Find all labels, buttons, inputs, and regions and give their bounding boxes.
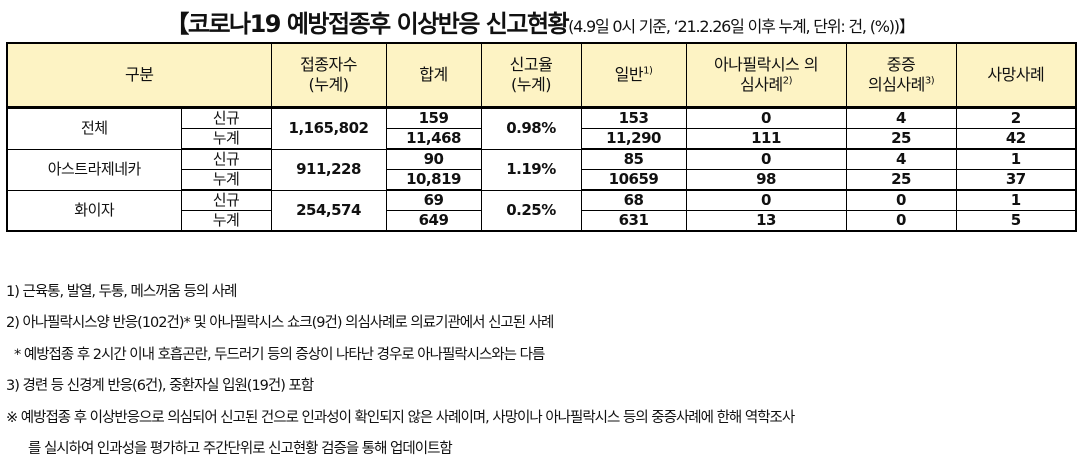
- footnote-marker: 1): [643, 65, 653, 77]
- anaphylaxis-count: 13: [685, 210, 847, 232]
- death-count: 1: [955, 189, 1077, 211]
- total-count: 69: [385, 189, 482, 211]
- anaphylaxis-count: 0: [685, 148, 847, 170]
- row-type-label: 누계: [180, 128, 272, 150]
- report-rate: 0.98%: [480, 107, 582, 150]
- total-count: 11,468: [385, 128, 482, 150]
- header-line: 일반: [614, 65, 644, 84]
- general-count: 85: [580, 148, 687, 170]
- header-line: 접종자수: [300, 55, 357, 74]
- row-type-label: 신규: [180, 189, 272, 211]
- note-3: 3) 경련 등 신경계 반응(6건), 중환자실 입원(19건) 포함: [6, 378, 314, 395]
- general-count: 10659: [580, 169, 687, 191]
- title-sub: (4.9일 0시 기준, ‘21.2.26일 이후 누계, 단위: 건, (%)…: [568, 17, 915, 36]
- row-type-label: 누계: [180, 210, 272, 232]
- general-count: 631: [580, 210, 687, 232]
- general-count: 68: [580, 189, 687, 211]
- vaccinated-count: 1,165,802: [270, 107, 387, 150]
- header-general: 일반1): [580, 42, 687, 109]
- footnote-marker: 2): [782, 75, 793, 87]
- table-row: 누계 649 631 13 0 5: [7, 210, 1077, 232]
- total-count: 159: [385, 107, 482, 129]
- group-name: 전체: [6, 107, 182, 150]
- table-row: 화이자 신규 254,574 69 0.25% 68 0 0 1: [6, 189, 1077, 232]
- note-1: 1) 근육통, 발열, 두통, 메스꺼움 등의 사례: [6, 284, 237, 300]
- header-line: 아나필락시스 의: [713, 55, 819, 74]
- header-line: 중증: [886, 55, 916, 74]
- header-vaccinated: 접종자수 (누계): [270, 42, 387, 109]
- group-name: 화이자: [6, 189, 182, 232]
- total-count: 649: [385, 210, 482, 232]
- severe-count: 0: [845, 189, 957, 211]
- general-count: 153: [580, 107, 687, 129]
- footnote-marker: 3): [924, 75, 935, 87]
- page-title: 【코로나19 예방접종후 이상반응 신고현황(4.9일 0시 기준, ‘21.2…: [0, 4, 1079, 39]
- table-row: 아스트라제네카 신규 911,228 90 1.19% 85 0 4 1: [6, 148, 1077, 191]
- total-count: 90: [385, 148, 482, 170]
- severe-count: 4: [845, 148, 957, 170]
- header-line: 의심사례: [867, 75, 925, 94]
- severe-count: 25: [845, 128, 957, 150]
- table-row: 누계 11,468 11,290 111 25 42: [7, 128, 1077, 150]
- header-row: 구분 접종자수 (누계) 합계 신고율 (누계) 일반1) 아나필락시스 의 심사례2…: [6, 42, 1077, 109]
- death-count: 5: [955, 210, 1077, 232]
- header-category: 구분: [6, 42, 272, 109]
- header-death: 사망사례: [955, 42, 1077, 109]
- severe-count: 4: [845, 107, 957, 129]
- note-remark-cont: 를 실시하여 인과성을 평가하고 주간단위로 신고현황 검증을 통해 업데이트함: [28, 440, 453, 457]
- note-asterisk: * 예방접종 후 2시간 이내 호흡곤란, 두드러기 등의 증상이 나타난 경우…: [14, 346, 545, 363]
- note-2: 2) 아나필락시스양 반응(102건)* 및 아나필락시스 쇼크(9건) 의심사…: [6, 315, 554, 332]
- anaphylaxis-count: 98: [685, 169, 847, 191]
- vaccinated-count: 911,228: [270, 148, 387, 191]
- anaphylaxis-count: 0: [685, 107, 847, 129]
- death-count: 42: [955, 128, 1077, 150]
- header-line: (누계): [308, 75, 349, 94]
- note-remark: ※ 예방접종 후 이상반응으로 의심되어 신고된 건으로 인과성이 확인되지 않…: [6, 409, 795, 426]
- header-line: (누계): [511, 75, 551, 94]
- header-rate: 신고율 (누계): [480, 42, 582, 109]
- vaccinated-count: 254,574: [270, 189, 387, 232]
- severe-count: 25: [845, 169, 957, 191]
- header-anaphylaxis: 아나필락시스 의 심사례2): [685, 42, 847, 109]
- general-count: 11,290: [580, 128, 687, 150]
- severe-count: 0: [845, 210, 957, 232]
- report-rate: 0.25%: [480, 189, 582, 232]
- death-count: 1: [955, 148, 1077, 170]
- title-main: 【코로나19 예방접종후 이상반응 신고현황: [165, 10, 569, 38]
- total-count: 10,819: [385, 169, 482, 191]
- anaphylaxis-count: 111: [685, 128, 847, 150]
- row-type-label: 신규: [180, 107, 272, 129]
- header-severe: 중증 의심사례3): [845, 42, 957, 109]
- death-count: 37: [955, 169, 1077, 191]
- death-count: 2: [955, 107, 1077, 129]
- header-total: 합계: [385, 42, 482, 109]
- row-type-label: 누계: [180, 169, 272, 191]
- adverse-event-table: 구분 접종자수 (누계) 합계 신고율 (누계) 일반1) 아나필락시스 의 심사례2…: [6, 42, 1078, 232]
- table-row: 전체 신규 1,165,802 159 0.98% 153 0 4 2: [6, 107, 1077, 150]
- anaphylaxis-count: 0: [685, 189, 847, 211]
- row-type-label: 신규: [180, 148, 272, 170]
- group-name: 아스트라제네카: [6, 148, 182, 191]
- report-rate: 1.19%: [480, 148, 582, 191]
- header-line: 심사례: [740, 75, 783, 94]
- footnotes: 1) 근육통, 발열, 두통, 메스꺼움 등의 사례 2) 아나필락시스양 반응…: [6, 280, 795, 468]
- table-row: 누계 10,819 10659 98 25 37: [7, 169, 1077, 191]
- header-line: 신고율: [509, 55, 553, 74]
